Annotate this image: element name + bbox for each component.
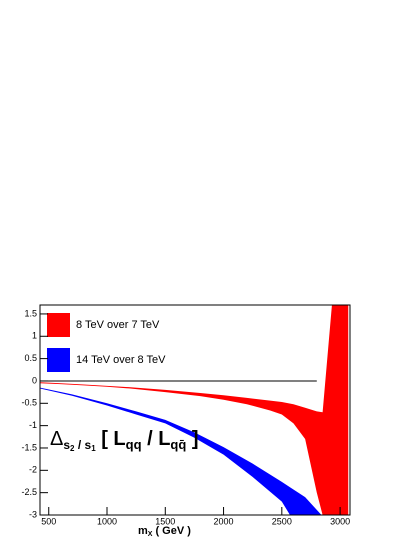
x-tick-label: 1000 bbox=[97, 516, 117, 526]
annotation-part: qq bbox=[126, 437, 142, 452]
x-tick-label: 2000 bbox=[214, 516, 234, 526]
y-tick-label: -2 bbox=[29, 465, 37, 475]
x-label-part: m bbox=[138, 525, 148, 537]
y-tick-label: -1.5 bbox=[21, 442, 37, 452]
x-axis-label: mX( GeV ) bbox=[138, 525, 191, 538]
x-tick-label: 1500 bbox=[155, 516, 175, 526]
y-tick-label: 0 bbox=[32, 375, 37, 385]
x-label-part: X bbox=[148, 531, 153, 538]
y-tick-label: 0.5 bbox=[24, 353, 37, 363]
legend-label: 14 TeV over 8 TeV bbox=[76, 354, 166, 366]
annotation-part: 2 bbox=[70, 444, 75, 453]
annotation-part: s bbox=[63, 438, 70, 452]
annotation-part: ] bbox=[186, 428, 198, 450]
legend-swatch bbox=[47, 348, 70, 372]
legend-swatch bbox=[47, 313, 70, 337]
plot-area bbox=[40, 305, 349, 515]
annotation-part: 1 bbox=[91, 444, 96, 453]
band bbox=[40, 387, 322, 515]
y-tick-label: 1.5 bbox=[24, 308, 37, 318]
annotation-part: / L bbox=[142, 428, 171, 450]
x-label-part: ( GeV ) bbox=[155, 525, 191, 537]
y-tick-label: -0.5 bbox=[21, 398, 37, 408]
y-tick-label: -1 bbox=[29, 420, 37, 430]
frame bbox=[39, 304, 351, 516]
annotation-part: / s bbox=[75, 438, 92, 452]
y-tick-label: 1 bbox=[32, 331, 37, 341]
legend-label: 8 TeV over 7 TeV bbox=[76, 319, 160, 331]
x-tick-label: 2500 bbox=[272, 516, 292, 526]
band bbox=[40, 305, 349, 515]
annotation-part: Δ bbox=[50, 428, 63, 450]
y-tick-label: -3 bbox=[29, 509, 37, 519]
annotation-part: [ L bbox=[96, 428, 126, 450]
x-tick-label: 3000 bbox=[330, 516, 350, 526]
annotation-part: qq̄ bbox=[170, 437, 186, 452]
annotation: Δs2 / s1 [ Lqq / Lqq̄ ] bbox=[50, 428, 199, 453]
y-tick-label: -2.5 bbox=[21, 487, 37, 497]
x-tick-label: 500 bbox=[41, 516, 56, 526]
